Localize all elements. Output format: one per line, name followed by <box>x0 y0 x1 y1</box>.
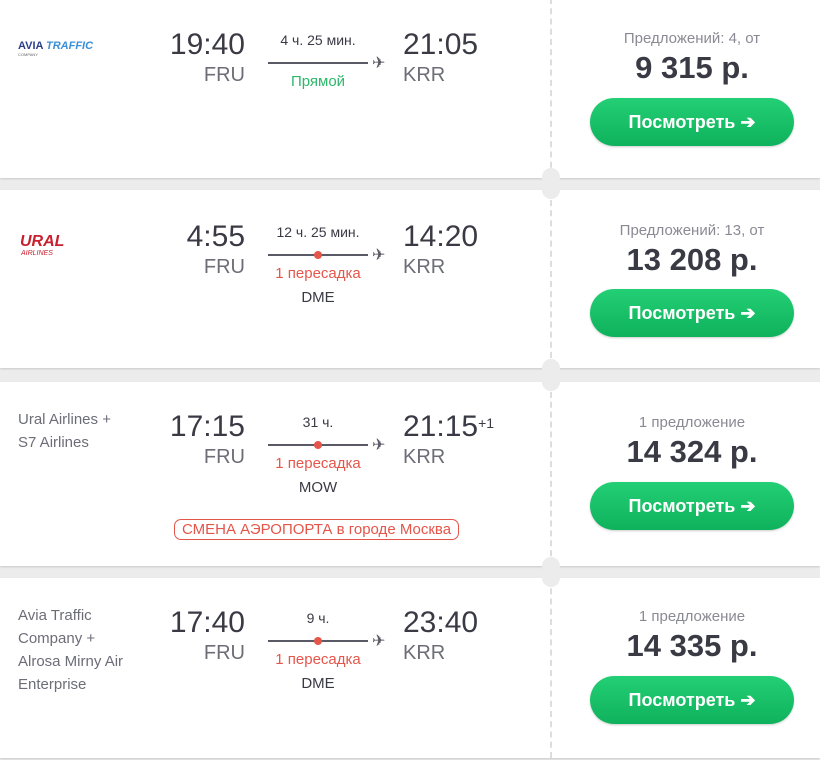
stops: 1 пересадка <box>275 455 361 472</box>
flight-card[interactable]: AVIA TRAFFIC COMPANY 19:40 FRU 4 ч. 25 мин.… <box>0 0 820 186</box>
airport-change-warning: СМЕНА АЭРОПОРТА в городе Москва <box>174 519 460 540</box>
airline-name: Avia Traffic Company + Alrosa Mirny Air … <box>18 607 124 693</box>
departure-time: 17:40 <box>169 606 245 639</box>
departure-time: 4:55 <box>186 220 245 253</box>
transfer-airport: DME <box>301 675 335 692</box>
arrival-time: 14:20 <box>403 220 479 253</box>
plane-icon: ✈ <box>372 55 386 72</box>
view-button[interactable]: Посмотреть ➔ <box>590 676 794 724</box>
plane-icon: ✈ <box>372 437 386 454</box>
flight-card[interactable]: URAL AIRLINES 4:55 FRU 12 ч. 25 мин. ✈ 1 п… <box>0 181 820 377</box>
view-button-label: Посмотреть <box>628 303 736 323</box>
price: 14 335 р. <box>626 628 758 663</box>
departure-code: FRU <box>203 446 245 468</box>
departure-code: FRU <box>203 642 245 664</box>
transfer-airport: MOW <box>298 479 338 496</box>
offers-count: Предложений: 4, от <box>623 30 761 47</box>
price: 14 324 р. <box>626 434 758 469</box>
price: 9 315 р. <box>635 50 749 85</box>
divider <box>550 382 552 566</box>
divider <box>550 190 552 368</box>
route-line: ✈ <box>268 633 385 650</box>
next-day-badge: +1 <box>478 415 495 431</box>
duration: 9 ч. <box>306 610 330 626</box>
notch <box>542 373 560 391</box>
arrival-time: 23:40 <box>403 606 479 639</box>
departure-code: FRU <box>203 256 245 278</box>
arrival-time: 21:15 +1 <box>403 410 494 444</box>
arrival-code: KRR <box>403 446 446 468</box>
arrow-right-icon: ➔ <box>740 303 756 323</box>
arrow-right-icon: ➔ <box>740 690 756 710</box>
arrival-time-value: 21:15 <box>403 410 479 443</box>
stops: Прямой <box>290 73 346 90</box>
notch <box>542 359 560 377</box>
view-button-label: Посмотреть <box>628 496 736 516</box>
offers-count: Предложений: 13, от <box>619 222 765 239</box>
arrival-time: 21:05 <box>403 28 479 61</box>
divider <box>550 0 552 178</box>
airline-logo: URAL AIRLINES <box>20 232 90 263</box>
view-button-label: Посмотреть <box>628 690 736 710</box>
svg-text:COMPANY: COMPANY <box>18 52 38 57</box>
duration: 12 ч. 25 мин. <box>276 224 360 240</box>
offers-count: 1 предложение <box>638 608 746 625</box>
view-button-label: Посмотреть <box>628 112 736 132</box>
view-button[interactable]: Посмотреть ➔ <box>590 98 794 146</box>
svg-text:URAL: URAL <box>20 233 64 250</box>
view-button[interactable]: Посмотреть ➔ <box>590 482 794 530</box>
duration: 4 ч. 25 мин. <box>280 32 356 48</box>
arrival-code: KRR <box>403 642 446 664</box>
arrow-right-icon: ➔ <box>740 496 756 516</box>
svg-text:AVIA: AVIA <box>18 40 44 52</box>
flight-card[interactable]: Ural Airlines + S7 Airlines 17:15 FRU 31 … <box>0 373 820 575</box>
plane-icon: ✈ <box>372 247 386 264</box>
airline-logo: AVIA TRAFFIC COMPANY <box>18 36 98 65</box>
stops: 1 пересадка <box>275 651 361 668</box>
notch <box>542 569 560 587</box>
departure-time: 17:15 <box>169 410 245 443</box>
arrow-right-icon: ➔ <box>740 112 756 132</box>
arrival-code: KRR <box>403 64 446 86</box>
stops: 1 пересадка <box>275 265 361 282</box>
offers-count: 1 предложение <box>638 414 746 431</box>
route-line: ✈ <box>268 247 385 264</box>
departure-time: 19:40 <box>169 28 245 61</box>
plane-icon: ✈ <box>372 633 386 650</box>
arrival-code: KRR <box>403 256 446 278</box>
price: 13 208 р. <box>626 242 758 277</box>
route-line: ✈ <box>268 55 385 72</box>
duration: 31 ч. <box>302 414 334 430</box>
route-line: ✈ <box>268 437 385 454</box>
airline-name: Ural Airlines + S7 Airlines <box>18 411 111 451</box>
transfer-airport: DME <box>301 289 335 306</box>
svg-text:TRAFFIC: TRAFFIC <box>46 40 94 52</box>
divider <box>550 578 552 758</box>
svg-text:AIRLINES: AIRLINES <box>20 250 53 257</box>
departure-code: FRU <box>203 64 245 86</box>
view-button[interactable]: Посмотреть ➔ <box>590 289 794 337</box>
flight-card[interactable]: Avia Traffic Company + Alrosa Mirny Air … <box>0 569 820 758</box>
notch <box>542 181 560 199</box>
